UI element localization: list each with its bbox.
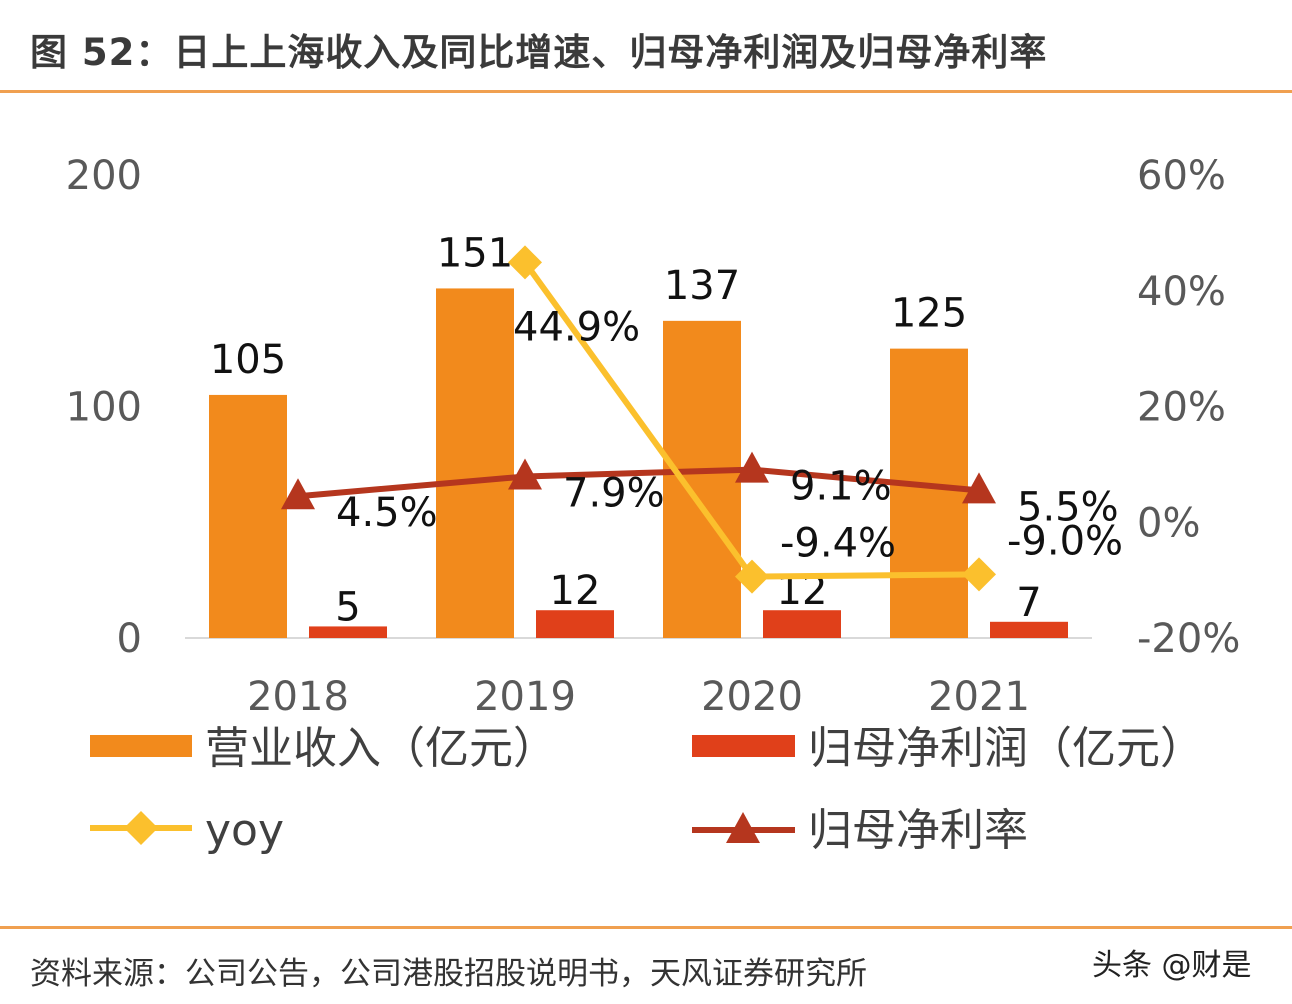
legend-yoy-label: yoy [205, 805, 284, 856]
net-profit-bar [536, 610, 614, 638]
net-profit-bar [763, 610, 841, 638]
title-divider [0, 90, 1292, 93]
net-profit-bar [990, 621, 1068, 638]
net-margin-label: 9.1% [790, 464, 892, 510]
watermark: 头条 @财是 [1092, 948, 1252, 983]
net-margin-marker [281, 478, 315, 510]
net-profit-label: 12 [550, 568, 601, 614]
revenue-bar [436, 288, 514, 638]
net-profit-label: 5 [335, 584, 360, 630]
x-axis-tick: 2021 [928, 674, 1030, 720]
chart-title: 图 52：日上上海收入及同比增速、归母净利润及归母净利率 [30, 31, 1048, 74]
net-margin-label: 4.5% [336, 490, 438, 536]
net-profit-bar [309, 626, 387, 638]
revenue-label: 125 [891, 291, 967, 337]
net-profit-label: 7 [1016, 580, 1041, 626]
right-axis-tick: 60% [1137, 153, 1226, 199]
net-margin-label: 5.5% [1017, 484, 1119, 530]
net-margin-label: 7.9% [563, 471, 665, 517]
legend-net-margin-marker [726, 812, 760, 843]
right-axis-tick: 0% [1137, 500, 1200, 546]
net-margin-marker [735, 451, 769, 483]
net-margin-marker [962, 472, 996, 504]
right-axis-tick: 40% [1137, 269, 1226, 315]
legend-net-margin-label: 归母净利率 [808, 805, 1028, 856]
yoy-label: -9.0% [1007, 518, 1123, 564]
left-axis-tick: 0 [117, 616, 142, 662]
yoy-marker [735, 559, 769, 594]
legend-revenue-label: 营业收入（亿元） [205, 723, 557, 774]
x-axis-tick: 2018 [247, 674, 349, 720]
left-axis-tick: 100 [66, 385, 142, 431]
revenue-bar [890, 348, 968, 638]
yoy-marker [508, 245, 542, 280]
net-margin-marker [508, 458, 542, 490]
chart: 0 100 200 -20% 0% 20% 40% 60% 2018 2019 2020 2021 10… [66, 153, 1241, 856]
yoy-label: -9.4% [780, 521, 896, 567]
legend-yoy-marker [124, 811, 158, 845]
legend-net-profit-swatch [692, 735, 795, 757]
revenue-bar [663, 320, 741, 638]
x-axis-tick: 2020 [701, 674, 803, 720]
left-axis-tick: 200 [66, 153, 142, 199]
right-axis-tick: -20% [1137, 616, 1240, 662]
source-note: 资料来源：公司公告，公司港股招股说明书，天风证券研究所 [30, 956, 867, 992]
right-axis-tick: 20% [1137, 385, 1226, 431]
yoy-marker [962, 557, 996, 592]
legend-revenue-swatch [90, 735, 192, 757]
revenue-bar [209, 394, 287, 638]
revenue-label: 137 [664, 263, 740, 309]
footer-divider [0, 926, 1292, 929]
revenue-label: 151 [437, 230, 513, 276]
legend-net-profit-label: 归母净利润（亿元） [808, 723, 1204, 774]
net-margin-line [297, 466, 980, 500]
revenue-label: 105 [210, 337, 286, 383]
yoy-label: 44.9% [513, 304, 640, 350]
x-axis-tick: 2019 [474, 674, 576, 720]
